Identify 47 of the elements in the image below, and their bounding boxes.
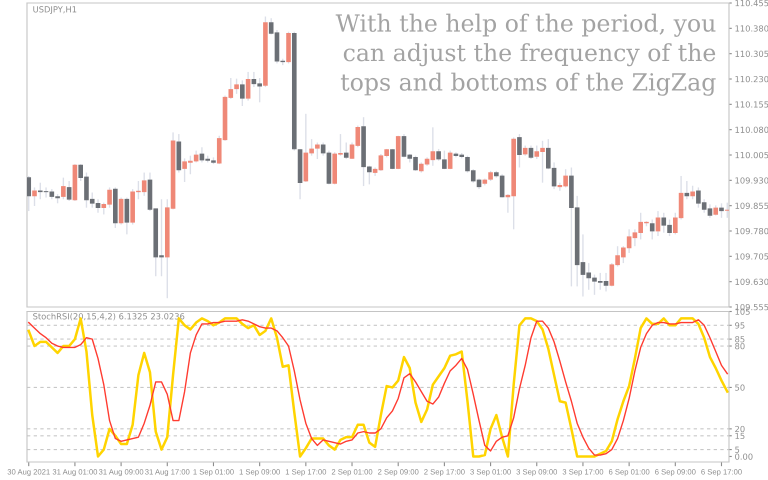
candlestick bbox=[118, 196, 124, 226]
y-tick-label: 50 bbox=[735, 384, 745, 391]
y-tick-label: 80 bbox=[735, 343, 745, 350]
y-tick-label: 20 bbox=[735, 426, 745, 432]
y-tick-label: 109.930 bbox=[735, 177, 768, 184]
candlestick bbox=[650, 218, 655, 240]
candlestick bbox=[442, 150, 447, 170]
candlestick bbox=[690, 185, 695, 200]
y-tick-label: 110.080 bbox=[735, 126, 768, 133]
y-tick-label: 109.630 bbox=[735, 278, 768, 285]
candlestick bbox=[522, 144, 528, 156]
candlestick bbox=[528, 144, 534, 160]
candlestick bbox=[488, 170, 493, 182]
y-tick-label: 110.455 bbox=[735, 0, 768, 6]
candlestick bbox=[61, 176, 66, 200]
annotation: With the help of the period, you can adjust the frequency of the tops and bottoms of the ZigZag bbox=[336, 14, 716, 96]
y-tick-label: 85 bbox=[735, 336, 744, 342]
candlestick bbox=[656, 210, 660, 237]
candlestick bbox=[246, 71, 250, 102]
y-tick-label: 15 bbox=[735, 432, 744, 440]
y-tick-label: 109.555 bbox=[735, 304, 768, 310]
chart-title: StochRSI(20,15,4,2) 6.1325 23.0236 bbox=[33, 313, 184, 320]
candlestick bbox=[344, 142, 349, 160]
y-tick-label: 110.305 bbox=[735, 50, 768, 57]
candlestick bbox=[32, 186, 37, 207]
y-tick-label: 0.00 bbox=[735, 453, 753, 460]
y-tick-label: 109.705 bbox=[735, 253, 768, 260]
candlestick bbox=[27, 175, 32, 212]
candlestick bbox=[315, 142, 320, 160]
y-tick-label: 110.155 bbox=[735, 101, 768, 108]
candlestick bbox=[517, 133, 522, 168]
candlestick bbox=[448, 150, 452, 170]
y-tick-label: 5 bbox=[735, 446, 740, 453]
candlestick bbox=[713, 204, 718, 216]
y-tick-label: 110.005 bbox=[735, 152, 768, 158]
y-tick-label: 109.780 bbox=[735, 228, 768, 234]
candlestick bbox=[436, 148, 441, 162]
candlestick bbox=[240, 80, 245, 107]
y-tick-label: 110.230 bbox=[735, 76, 768, 82]
y-tick-label: 95 bbox=[735, 322, 744, 329]
y-tick-label: 110.380 bbox=[735, 25, 768, 32]
candlestick bbox=[234, 78, 239, 95]
candlestick bbox=[66, 180, 72, 202]
y-tick-label: 109.855 bbox=[735, 202, 768, 209]
candlestick bbox=[719, 202, 724, 219]
chart-title: USDJPY,H1 bbox=[33, 6, 76, 14]
candlestick bbox=[124, 196, 130, 236]
